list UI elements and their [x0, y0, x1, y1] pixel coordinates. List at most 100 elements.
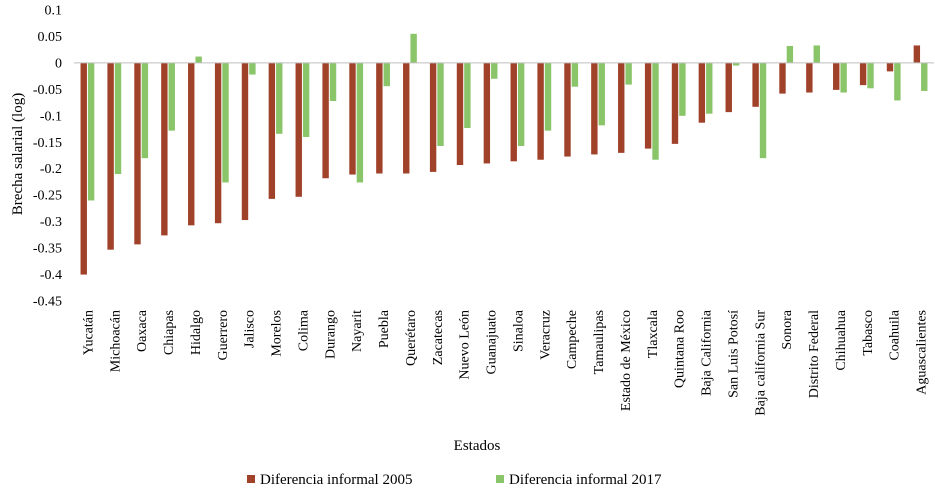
bar-2017	[759, 62, 767, 159]
bar-2017	[517, 62, 525, 146]
y-axis: 0.1 0.05 0 -0.05 -0.1 -0.15 -0.2 -0.25 -0.3 -0.35…	[33, 4, 62, 310]
x-category-label: Querétaro	[404, 310, 419, 366]
x-category-label: Tamaulipas	[592, 310, 607, 374]
x-category-label: Nayarit	[350, 310, 365, 352]
x-category-label: Nuevo León	[458, 310, 473, 380]
bar-2005	[403, 62, 410, 174]
y-tick-label: 0.05	[38, 30, 63, 45]
bar-2017	[195, 56, 202, 63]
x-category-label: Oaxaca	[135, 309, 150, 352]
x-category-label: Durango	[323, 310, 338, 359]
bar-2005	[295, 62, 302, 197]
bar-2017	[894, 62, 901, 101]
x-category-label: Hidalgo	[189, 310, 204, 355]
x-category-label: Baja california Sur	[753, 310, 768, 416]
bar-2017	[168, 62, 175, 131]
x-category-label: Sonora	[780, 309, 795, 349]
bar-2005	[214, 62, 222, 224]
y-tick-label: -0.1	[40, 109, 62, 124]
bar-2017	[141, 62, 149, 159]
bar-2017	[625, 62, 632, 85]
bar-2005	[779, 62, 786, 94]
x-axis: Yucatán Michoacán Oaxaca Chiapas Hidalgo Guer…	[74, 62, 934, 416]
bar-2005	[806, 62, 813, 93]
bar-2017	[383, 62, 390, 87]
x-axis-title: Estados	[454, 438, 501, 454]
x-category-label: Zacatecas	[431, 310, 446, 365]
bar-2005	[618, 62, 625, 153]
legend-label-2005: Diferencia informal 2005	[260, 472, 412, 488]
bar-2005	[913, 45, 921, 63]
x-category-label: Veracruz	[538, 310, 553, 360]
bar-2017	[302, 62, 310, 137]
y-tick-label: -0.05	[33, 83, 62, 98]
legend-swatch-2005	[247, 475, 255, 483]
bar-2005	[456, 62, 464, 166]
bar-2017	[571, 62, 579, 87]
legend-label-2017: Diferencia informal 2017	[509, 472, 662, 488]
bar-2005	[268, 62, 276, 199]
legend: Diferencia informal 2005 Diferencia info…	[247, 472, 662, 488]
bar-2017	[840, 62, 847, 93]
x-category-label: Michoacán	[108, 310, 123, 372]
x-category-label: Chihuahua	[834, 309, 849, 370]
bar-2017	[249, 62, 256, 75]
bar-2017	[679, 62, 686, 116]
y-tick-label: 0.1	[45, 4, 63, 19]
bar-2005	[241, 62, 249, 221]
bar-2017	[732, 62, 740, 66]
x-category-label: Campeche	[565, 310, 580, 369]
bar-2005	[322, 62, 329, 179]
bar-2017	[921, 62, 928, 91]
bar-2005	[537, 62, 544, 160]
y-tick-label: -0.45	[33, 295, 62, 310]
y-axis-title: Brecha salarial (log)	[10, 93, 26, 215]
bar-2005	[483, 62, 491, 164]
bar-2005	[161, 62, 168, 236]
bar-2017	[437, 62, 444, 146]
x-category-label: San Luis Potosí	[726, 310, 741, 398]
y-tick-label: -0.25	[33, 189, 62, 204]
y-tick-label: -0.15	[33, 136, 62, 151]
x-category-label: Colima	[296, 309, 311, 351]
bar-2005	[376, 62, 383, 174]
bar-2017	[706, 62, 713, 114]
bar-2005	[349, 62, 356, 175]
y-tick-label: -0.3	[40, 215, 62, 230]
y-tick-label: -0.4	[40, 268, 62, 283]
bar-2005	[698, 62, 706, 123]
bar-2017	[491, 62, 498, 79]
bar-2005	[80, 62, 87, 275]
bar-2017	[544, 62, 552, 131]
x-category-label: Aguascalientes	[915, 310, 930, 395]
bar-2005	[134, 62, 141, 245]
bar-2017	[786, 45, 794, 63]
bar-2017	[356, 62, 364, 183]
bar-2005	[564, 62, 571, 157]
x-category-label: Jalisco	[243, 310, 258, 348]
x-category-label: Tlaxcala	[646, 309, 661, 358]
x-category-label: Quintana Roo	[673, 310, 688, 388]
bar-2017	[276, 62, 283, 134]
bar-2017	[114, 62, 122, 175]
x-category-label: Estado de México	[619, 310, 634, 411]
bar-2005	[591, 62, 598, 155]
bar-2005	[859, 62, 867, 86]
bar-2005	[886, 62, 894, 72]
bar-2017	[222, 62, 229, 183]
x-category-label: Chiapas	[162, 310, 177, 355]
bar-2017	[410, 33, 417, 63]
x-category-label: Guanajuato	[485, 310, 500, 375]
bar-2005	[429, 62, 437, 172]
bars	[80, 33, 928, 275]
bar-2017	[329, 62, 337, 101]
legend-swatch-2017	[496, 475, 504, 483]
x-category-label: Puebla	[377, 309, 392, 348]
y-tick-label: 0	[55, 56, 62, 71]
bar-2005	[644, 62, 652, 149]
x-category-label: Baja California	[700, 309, 715, 396]
x-category-label: Morelos	[270, 310, 285, 357]
bar-2017	[598, 62, 605, 126]
y-tick-label: -0.35	[33, 242, 62, 257]
